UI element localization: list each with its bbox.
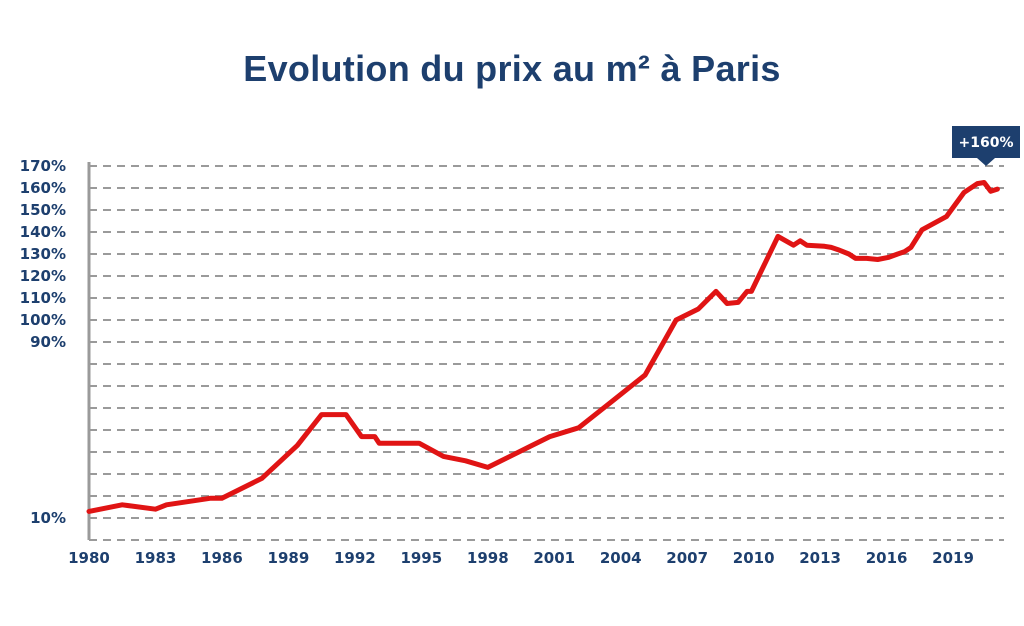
y-tick-label: 100% [20,311,66,329]
series-group [86,180,1000,514]
annotation-badge: +160% [952,126,1020,166]
x-tick-label: 2019 [932,549,974,567]
y-tick-label: 90% [30,333,66,351]
y-tick-label: 170% [20,157,66,175]
annotation-badge-shape [952,126,1020,166]
x-tick-label: 2010 [733,549,775,567]
x-tick-label: 1980 [68,549,110,567]
y-tick-label: 160% [20,179,66,197]
y-tick-label: 110% [20,289,66,307]
x-tick-label: 2007 [666,549,708,567]
x-tick-label: 2013 [799,549,841,567]
y-tick-label: 130% [20,245,66,263]
y-tick-label: 140% [20,223,66,241]
y-tick-labels: 10% 90% 100% 110% 120% 130% 140% 150% 160% 170% [20,157,66,527]
x-tick-label: 2001 [533,549,575,567]
x-tick-label: 2016 [866,549,908,567]
x-tick-labels: 1980 1983 1986 1989 1992 1995 1998 2001 2004 2007… [68,549,974,567]
y-tick-label: 120% [20,267,66,285]
x-tick-label: 2004 [600,549,642,567]
y-tick-label: 10% [30,509,66,527]
x-tick-label: 1992 [334,549,376,567]
x-tick-label: 1983 [135,549,177,567]
x-tick-label: 1989 [268,549,310,567]
chart-title: Evolution du prix au m² à Paris [243,48,781,89]
x-tick-label: 1986 [201,549,243,567]
annotation-text: +160% [959,135,1014,151]
grid-lines [89,165,1004,519]
y-tick-label: 150% [20,201,66,219]
x-tick-label: 1998 [467,549,509,567]
series-line [86,180,1000,514]
x-tick-label: 1995 [400,549,442,567]
axes [87,162,1004,541]
